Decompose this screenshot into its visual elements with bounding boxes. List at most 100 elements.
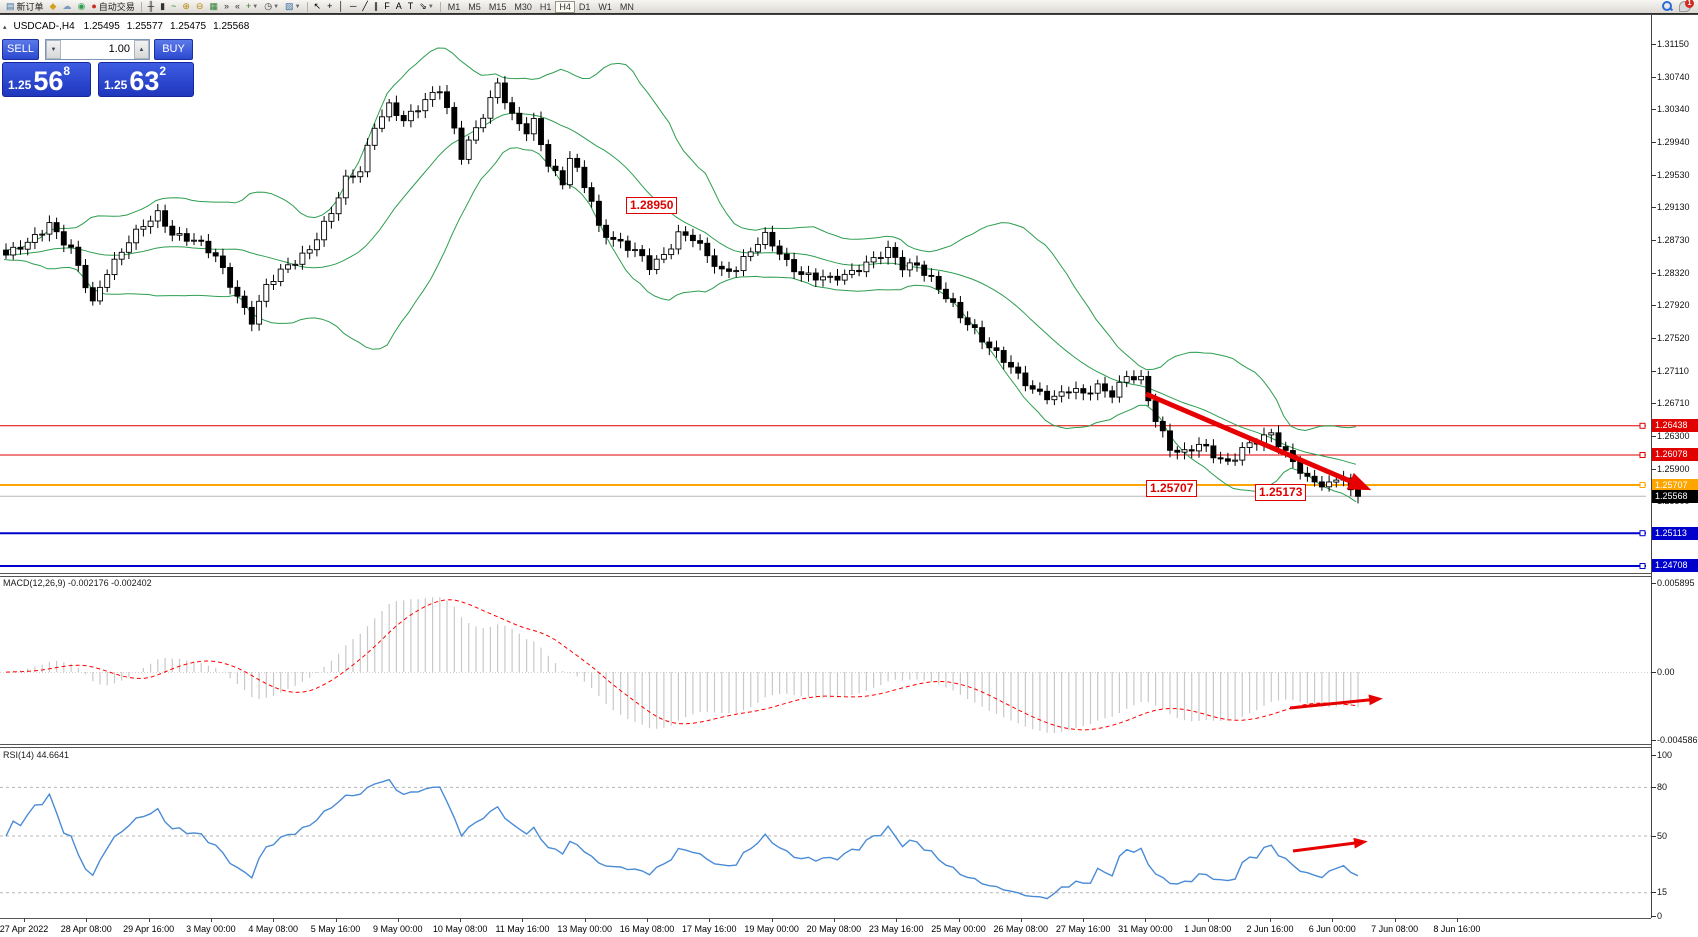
new-order-label: 新订单	[16, 2, 44, 12]
time-tick-mark	[397, 918, 399, 922]
price-annotation[interactable]: 1.28950	[626, 197, 678, 214]
volume-decrease-button[interactable]: ▼	[46, 40, 61, 59]
crosshair-icon[interactable]: +	[324, 1, 335, 13]
trend-arrow-rsi[interactable]	[1292, 837, 1368, 853]
text-icon[interactable]: A	[393, 1, 405, 13]
periods-icon[interactable]: ◷ ▼	[261, 1, 282, 13]
cloud-icon[interactable]: ☁	[59, 1, 74, 13]
time-tick-mark	[1207, 918, 1209, 922]
rsi-tick-label: 80	[1657, 781, 1668, 792]
auto-trading-button[interactable]: ● 自动交易	[88, 1, 137, 13]
notifications-icon[interactable]: 1	[1679, 0, 1694, 12]
price-tick-label: 1.27920	[1657, 300, 1690, 311]
timeframe-m30[interactable]: M30	[514, 1, 532, 12]
zoom-in-icon[interactable]: ⊕	[179, 1, 193, 13]
tile-windows-icon[interactable]: ▦	[206, 1, 221, 13]
fibonacci-icon[interactable]: F	[381, 1, 393, 13]
chart-toolbar: ╫ ▮ ~ ⊕ ⊖ ▦» «+ ▼ ◷ ▼ ▨ ▼	[145, 0, 304, 13]
time-axis-label: 29 Apr 16:00	[123, 924, 175, 934]
time-tick-mark	[958, 918, 960, 922]
price-tick-mark	[1651, 109, 1656, 111]
arrows-icon[interactable]: ⇘ ▼	[416, 1, 437, 13]
sell-button[interactable]: SELL	[2, 39, 39, 60]
arrows-dropdown-icon[interactable]: ▼	[427, 3, 434, 10]
timeframe-m5[interactable]: M5	[468, 1, 481, 12]
rsi-line	[5, 778, 1359, 900]
candlestick-chart-icon[interactable]: ▮	[157, 1, 168, 13]
time-tick-mark	[771, 918, 773, 922]
chart-shift-icon[interactable]: «	[232, 1, 243, 13]
timeframe-m1[interactable]: M1	[447, 1, 461, 12]
gold-icon[interactable]: ◆	[47, 1, 60, 13]
time-tick-mark	[1456, 918, 1458, 922]
cloud-icon: ☁	[62, 1, 72, 11]
time-tick-mark	[24, 918, 25, 922]
trendline-icon[interactable]: ╱	[359, 1, 370, 13]
rsi-tick-label: 100	[1657, 749, 1673, 760]
time-tick-mark	[647, 918, 648, 922]
buy-button[interactable]: BUY	[154, 39, 193, 60]
rsi-value: 44.6641	[36, 750, 70, 760]
macd-tick-mark	[1651, 583, 1656, 585]
time-tick-mark	[1020, 918, 1022, 922]
time-tick-mark	[833, 918, 835, 922]
price-annotation[interactable]: 1.25173	[1255, 484, 1307, 501]
candle-bodies[interactable]	[3, 82, 1361, 497]
trend-arrow-main[interactable]	[1145, 391, 1372, 491]
toolbar-separator	[140, 1, 142, 12]
periods-icon: ◷	[264, 1, 273, 11]
timeframe-w1[interactable]: W1	[598, 1, 612, 12]
timeframe-h1[interactable]: H1	[539, 1, 552, 12]
text-icon: A	[395, 1, 402, 11]
bar-chart-icon[interactable]: ╫	[145, 1, 157, 13]
macd-name: MACD(12,26,9)	[3, 578, 66, 588]
text-label-icon[interactable]: T	[405, 1, 417, 13]
sell-price-small: 1.25	[8, 78, 32, 92]
price-annotation[interactable]: 1.25707	[1146, 480, 1198, 497]
equidistant-channel-icon[interactable]: ∥	[371, 1, 382, 13]
time-axis-label: 4 May 08:00	[248, 924, 298, 934]
buy-price-box[interactable]: 1.25 63 2	[98, 62, 194, 97]
time-axis-label: 25 May 00:00	[931, 924, 986, 934]
line-chart-icon[interactable]: ~	[168, 1, 179, 13]
time-tick-mark	[709, 918, 711, 922]
macd-indicator-label: MACD(12,26,9) -0.002176 -0.002402	[3, 578, 152, 588]
timeframe-d1[interactable]: D1	[578, 1, 591, 12]
price-tick-label: 1.25900	[1657, 463, 1690, 474]
search-icon[interactable]	[1662, 1, 1673, 12]
time-axis-label: 9 May 00:00	[373, 924, 423, 934]
signal-icon[interactable]: ◉	[74, 1, 88, 13]
level-handle[interactable]	[1639, 422, 1646, 429]
level-handle[interactable]	[1639, 482, 1646, 488]
volume-value[interactable]: 1.00	[61, 40, 134, 59]
periods-dropdown-icon[interactable]: ▼	[273, 3, 280, 10]
trend-arrow-macd[interactable]	[1289, 694, 1383, 710]
auto-scroll-icon: »	[223, 1, 229, 11]
templates-icon[interactable]: ▨ ▼	[282, 1, 303, 13]
templates-dropdown-icon[interactable]: ▼	[294, 3, 301, 10]
horizontal-line-icon: ─	[349, 1, 357, 11]
timeframe-h4[interactable]: H4	[555, 0, 575, 13]
zoom-out-icon[interactable]: ⊖	[193, 1, 207, 13]
auto-scroll-icon[interactable]: »	[221, 1, 232, 13]
level-handle[interactable]	[1639, 563, 1646, 569]
time-tick-mark	[210, 918, 212, 922]
sell-price-sup: 8	[63, 64, 71, 78]
auto-trading-icon: ●	[91, 1, 97, 11]
time-axis-label: 10 May 08:00	[432, 924, 488, 934]
vertical-line-icon[interactable]: │	[335, 1, 347, 13]
cursor-icon[interactable]: ↖	[311, 1, 325, 13]
new-chart-dropdown-icon[interactable]: ▼	[252, 3, 259, 10]
horizontal-line-icon[interactable]: ─	[347, 1, 359, 13]
new-chart-icon[interactable]: + ▼	[243, 1, 261, 13]
level-handle[interactable]	[1639, 530, 1646, 537]
time-axis-label: 28 Apr 08:00	[60, 924, 112, 934]
level-handle[interactable]	[1639, 452, 1646, 458]
sell-price-box[interactable]: 1.25 56 8	[2, 62, 91, 97]
timeframe-mn[interactable]: MN	[619, 1, 634, 12]
volume-increase-button[interactable]: ▲	[134, 40, 149, 59]
time-axis-label: 13 May 00:00	[557, 924, 612, 934]
timeframe-m15[interactable]: M15	[488, 1, 507, 12]
new-order-button[interactable]: ▤ 新订单	[3, 1, 47, 13]
